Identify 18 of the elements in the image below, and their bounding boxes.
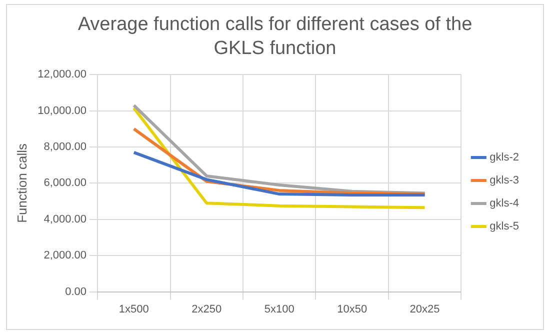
legend-label: gkls-3: [490, 174, 519, 187]
legend-label: gkls-4: [490, 198, 519, 210]
chart-title: Average function calls for different cases of the GKLS function: [76, 13, 474, 61]
x-tick-label: 2x250: [192, 303, 222, 316]
y-tick-label: 4,000.00: [44, 213, 87, 226]
x-tick-label: 10x50: [337, 303, 368, 316]
y-tick-label: 12,000.00: [38, 68, 87, 81]
legend-label: gkls-5: [490, 220, 519, 233]
y-tick-label: 2,000.00: [44, 250, 87, 262]
y-tick-label: 10,000.00: [38, 104, 87, 117]
x-tick-label: 1x500: [118, 303, 149, 316]
x-tick-label: 5x100: [264, 303, 294, 316]
y-tick-label: 6,000.00: [44, 177, 87, 190]
y-tick-label: 0.00: [65, 286, 87, 298]
x-tick-label: 20x25: [410, 303, 440, 316]
y-tick-label: 8,000.00: [44, 141, 87, 154]
y-axis-title: Function calls: [14, 142, 30, 223]
legend-label: gkls-2: [490, 152, 519, 164]
